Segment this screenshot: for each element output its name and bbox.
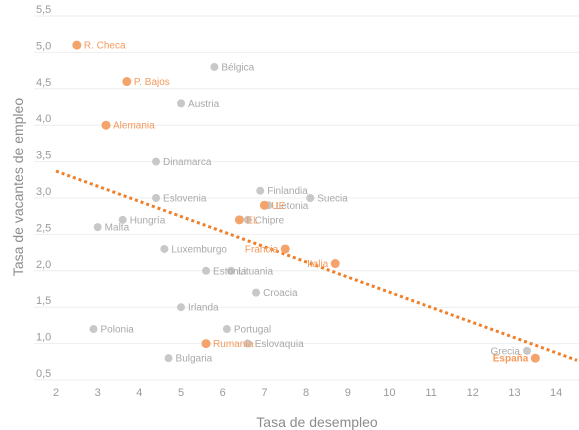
- data-label: Eslovaquia: [255, 339, 304, 350]
- y-tick-label: 5,5: [36, 4, 51, 16]
- data-point: [177, 303, 186, 312]
- data-point: [122, 77, 132, 87]
- data-point: [164, 354, 173, 363]
- data-label: Austria: [188, 99, 220, 110]
- data-label: Hungría: [130, 215, 166, 226]
- data-label: Finlandia: [267, 186, 308, 197]
- data-point: [72, 40, 82, 50]
- data-label: Suecia: [317, 194, 348, 205]
- trend-line: [55, 169, 578, 362]
- data-points: [72, 40, 540, 363]
- x-tick-label: 12: [467, 387, 479, 399]
- data-point: [256, 186, 265, 195]
- y-tick-label: 1,5: [36, 295, 51, 307]
- data-point: [252, 288, 261, 297]
- data-label: Lituania: [238, 266, 273, 277]
- data-label: Polonia: [101, 325, 135, 336]
- y-tick-label: 0,5: [36, 368, 51, 380]
- data-label: Francia: [245, 244, 279, 255]
- data-point: [152, 194, 161, 202]
- x-tick-label: 9: [345, 387, 351, 399]
- data-label: Bélgica: [221, 62, 254, 73]
- data-point: [330, 259, 340, 269]
- data-label: Letonia: [276, 201, 309, 212]
- y-tick-label: 3,5: [36, 150, 51, 162]
- y-tick-label: 1,0: [36, 332, 51, 344]
- data-label: R. Checa: [84, 41, 126, 52]
- data-label: UE: [271, 201, 285, 212]
- data-label: Estonia: [213, 266, 247, 277]
- y-tick-label: 5,0: [36, 40, 51, 52]
- y-tick-label: 4,0: [36, 113, 51, 125]
- data-labels: R. Checa P. Bajos Alemania Bélgica Austria Di…: [84, 41, 529, 365]
- data-point: [210, 62, 219, 71]
- x-tick-label: 4: [136, 387, 142, 399]
- data-label: Alemania: [113, 121, 155, 132]
- x-tick-label: 11: [425, 387, 436, 399]
- data-point: [152, 157, 161, 166]
- data-point: [530, 353, 540, 363]
- data-label: Grecia: [491, 346, 521, 357]
- x-tick-label: 5: [178, 387, 184, 399]
- x-tick-label: 14: [550, 387, 562, 399]
- x-tick-label: 10: [383, 387, 395, 399]
- data-point: [522, 346, 531, 355]
- data-point: [160, 244, 169, 253]
- data-point: [243, 339, 252, 348]
- data-point: [227, 266, 236, 275]
- data-point: [93, 223, 102, 232]
- x-axis-ticks: 2 3 4 5 6 7 8 9 10 11 12 13 14: [53, 387, 562, 399]
- data-point: [306, 194, 315, 202]
- x-axis-title: Tasa de desempleo: [256, 414, 378, 430]
- y-axis-ticks: 0,5 1,0 1,5 2,0 2,5 3,0 3,5 4,0 4,5 5,0 5,5: [36, 4, 51, 380]
- x-tick-label: 6: [220, 387, 226, 399]
- y-tick-label: 2,0: [36, 259, 51, 271]
- data-label: Croacia: [263, 288, 298, 299]
- x-tick-label: 13: [508, 387, 520, 399]
- data-label: Malta: [105, 223, 130, 234]
- y-tick-label: 3,0: [36, 186, 51, 198]
- data-point: [280, 244, 290, 254]
- data-point: [101, 120, 111, 130]
- data-point: [259, 200, 269, 210]
- x-tick-label: 3: [95, 387, 101, 399]
- data-label: Chipre: [255, 215, 285, 226]
- x-tick-label: 7: [261, 387, 267, 399]
- data-label: Luxemburgo: [171, 244, 227, 255]
- data-label: EL: [246, 215, 259, 226]
- data-label: Portugal: [234, 325, 271, 336]
- data-label: Irlanda: [188, 303, 219, 314]
- data-label: Bulgaria: [176, 354, 213, 365]
- y-tick-label: 4,5: [36, 77, 51, 89]
- data-point: [177, 99, 186, 108]
- data-label: Italia: [307, 259, 329, 270]
- y-axis-title: Tasa de vacantes de empleo: [10, 98, 26, 276]
- x-tick-label: 8: [303, 387, 309, 399]
- data-label: Rumanía: [213, 339, 254, 350]
- data-point: [243, 215, 252, 224]
- data-point: [201, 339, 211, 349]
- data-label: P. Bajos: [134, 77, 170, 88]
- x-tick-label: 2: [53, 387, 59, 399]
- y-tick-label: 2,5: [36, 222, 51, 234]
- data-point: [222, 325, 231, 334]
- data-point: [234, 215, 244, 225]
- data-label: España: [493, 354, 529, 365]
- data-label: Dinamarca: [163, 157, 212, 168]
- data-label: Eslovenia: [163, 194, 207, 205]
- data-point: [89, 325, 98, 334]
- data-point: [202, 266, 211, 275]
- data-point: [118, 215, 127, 224]
